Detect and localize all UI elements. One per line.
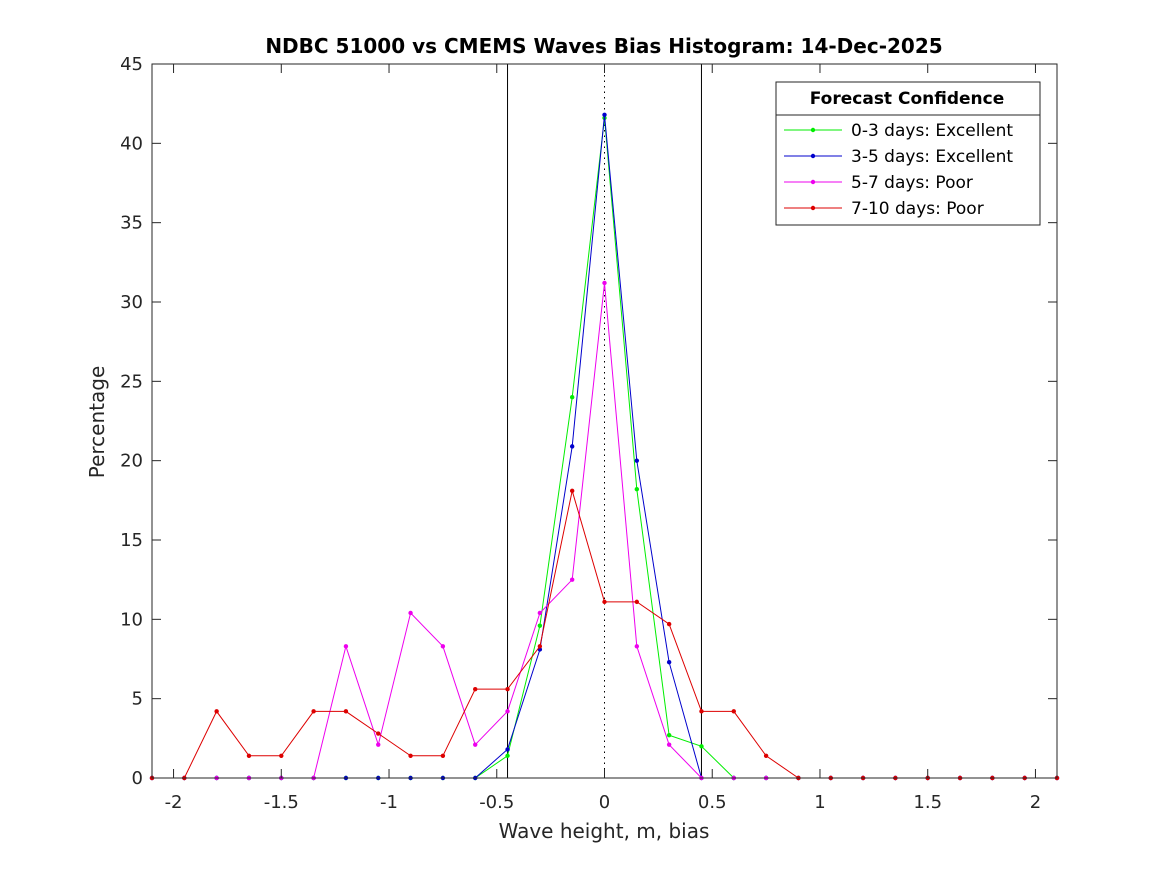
data-point-3-15 [634, 599, 640, 605]
data-point-3-17 [699, 709, 704, 714]
data-point-3-7 [376, 731, 381, 736]
y-axis-label: Percentage [85, 366, 109, 479]
legend-label-0: 0-3 days: Excellent [851, 121, 1013, 141]
data-point-2-16 [666, 742, 672, 747]
data-point-1-16 [666, 659, 672, 665]
x-axis-ticks: -2 -1.5 -1 -0.5 0 0.5 1 1.5 2 [165, 64, 1041, 813]
data-point-3-9 [440, 753, 446, 758]
data-point-3-14 [602, 599, 607, 605]
legend-swatch-marker-3 [810, 205, 816, 211]
y-tick-label-8: 40 [120, 133, 143, 154]
y-tick-label-5: 25 [120, 371, 143, 392]
data-point-3-5 [311, 709, 316, 714]
data-point-0-16 [666, 732, 672, 738]
data-point-1-15 [634, 458, 640, 463]
legend-box [775, 81, 1041, 226]
legend-swatch-marker-2 [810, 179, 816, 185]
x-tick-label-0: -2 [165, 792, 183, 813]
x-tick-label-6: 1 [814, 792, 825, 813]
reference-lines [507, 64, 702, 778]
data-point-3-4 [279, 753, 284, 758]
data-point-1-13 [569, 444, 575, 449]
x-tick-label-7: 1.5 [913, 792, 942, 813]
y-tick-label-7: 35 [120, 213, 143, 234]
x-tick-label-5: 0.5 [698, 792, 727, 813]
legend-entry-0: 0-3 days: Excellent [784, 121, 1013, 141]
data-point-1-14 [602, 112, 607, 117]
legend-title: Forecast Confidence [810, 89, 1005, 109]
x-tick-label-4: 0 [599, 792, 610, 813]
legend-entry-1: 3-5 days: Excellent [784, 147, 1013, 167]
legend-label-3: 7-10 days: Poor [851, 199, 984, 219]
y-tick-label-2: 10 [120, 609, 143, 630]
y-tick-label-9: 45 [120, 54, 143, 75]
data-point-3-19 [763, 753, 769, 758]
x-tick-label-1: -1.5 [264, 792, 299, 813]
legend-entry-2: 5-7 days: Poor [784, 173, 973, 193]
data-point-2-6 [343, 644, 349, 649]
data-point-2-10 [473, 742, 478, 747]
data-point-3-8 [408, 753, 413, 758]
data-point-2-14 [602, 280, 607, 286]
data-point-3-2 [214, 709, 219, 714]
data-point-3-12 [537, 644, 543, 649]
y-axis-ticks: 0 5 10 15 20 25 30 35 40 45 [120, 54, 1057, 789]
data-point-1-11 [505, 747, 510, 752]
legend-entry-3: 7-10 days: Poor [784, 199, 984, 219]
data-point-0-17 [699, 744, 704, 749]
y-tick-label-6: 30 [120, 292, 143, 313]
legend: Forecast Confidence 0-3 days: Excellent 3… [775, 81, 1041, 226]
data-point-2-12 [537, 610, 543, 616]
x-axis-label: Wave height, m, bias [499, 819, 710, 843]
data-point-2-7 [376, 742, 381, 747]
y-tick-label-1: 5 [132, 689, 143, 710]
data-point-3-16 [666, 621, 672, 627]
legend-label-2: 5-7 days: Poor [851, 173, 973, 193]
legend-label-1: 3-5 days: Excellent [851, 147, 1013, 167]
data-point-3-13 [569, 488, 575, 494]
data-point-0-13 [569, 395, 575, 400]
data-point-0-12 [537, 623, 543, 628]
chart-title: NDBC 51000 vs CMEMS Waves Bias Histogram… [265, 34, 942, 58]
x-tick-label-8: 2 [1030, 792, 1041, 813]
data-point-2-15 [634, 644, 640, 649]
data-point-3-10 [473, 686, 478, 692]
data-point-0-15 [634, 487, 640, 492]
data-point-3-11 [505, 686, 510, 692]
x-tick-label-3: -0.5 [479, 792, 514, 813]
data-point-0-11 [505, 753, 510, 758]
y-tick-label-0: 0 [132, 768, 143, 789]
x-tick-label-2: -1 [380, 792, 398, 813]
data-point-2-9 [440, 644, 446, 649]
legend-swatch-marker-1 [810, 153, 816, 159]
y-tick-label-3: 15 [120, 530, 143, 551]
y-tick-label-4: 20 [120, 451, 143, 472]
legend-entries: 0-3 days: Excellent 3-5 days: Excellent 5-… [784, 121, 1013, 219]
data-point-2-13 [569, 577, 575, 582]
data-point-3-6 [343, 709, 349, 714]
data-point-2-11 [505, 709, 510, 714]
data-point-2-8 [408, 610, 413, 616]
data-point-3-18 [731, 709, 736, 714]
legend-swatch-marker-0 [810, 127, 816, 133]
data-point-3-3 [246, 753, 252, 758]
